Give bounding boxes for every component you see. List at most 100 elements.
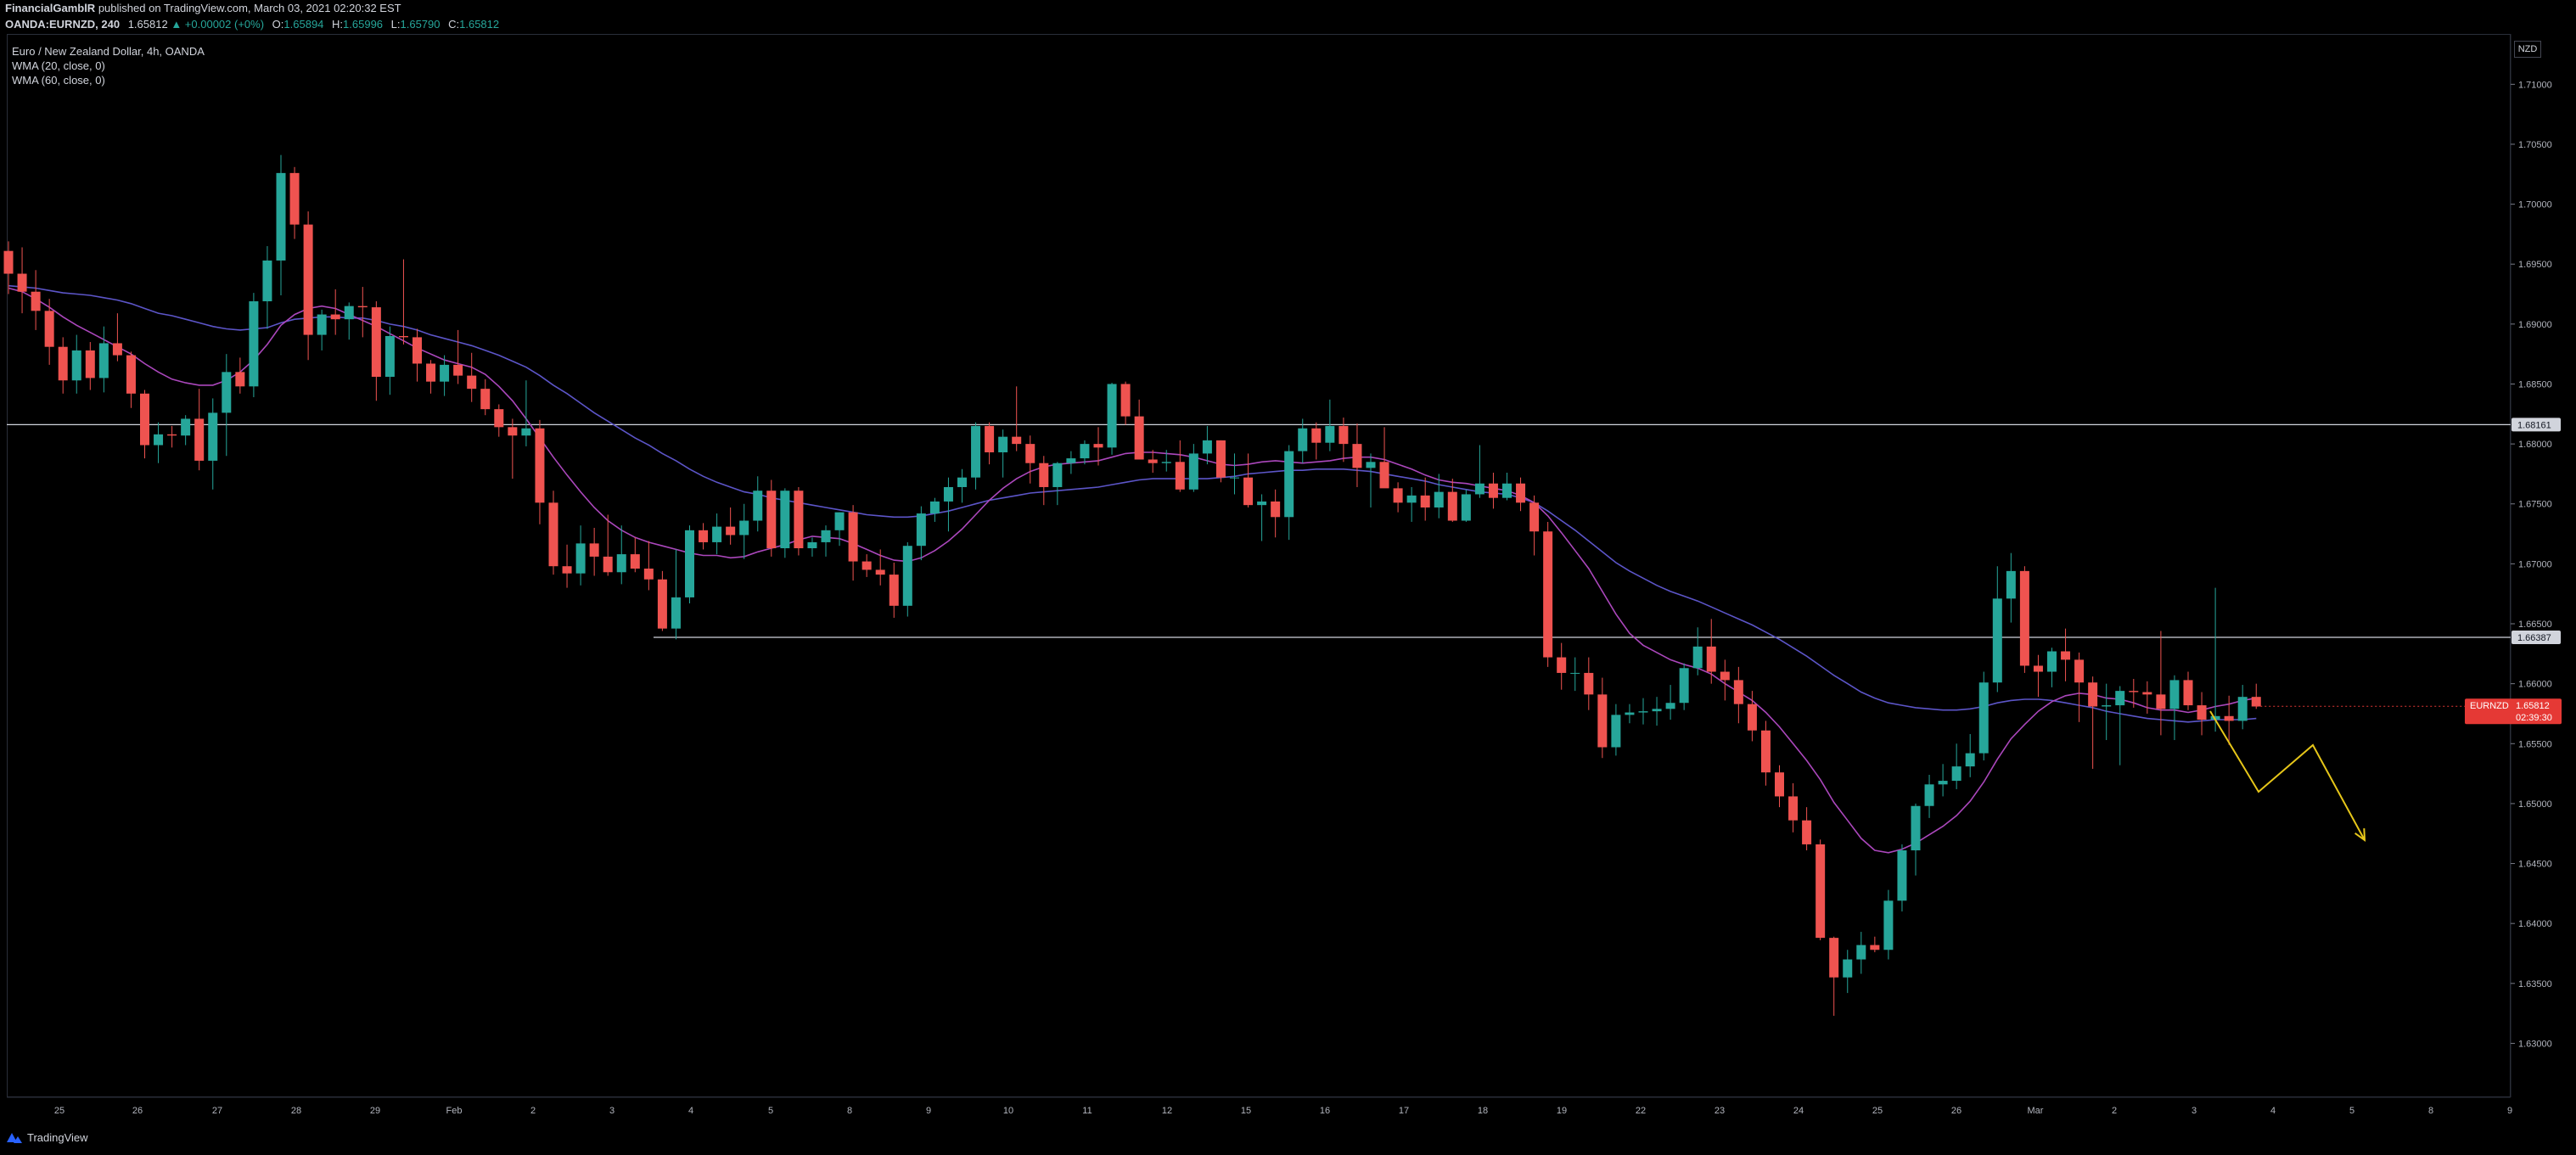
candle-body xyxy=(317,314,327,335)
candle xyxy=(2237,685,2248,730)
candle xyxy=(2224,695,2234,745)
candle xyxy=(1025,435,1035,484)
candle-body xyxy=(58,346,68,381)
candle xyxy=(548,491,558,575)
candle xyxy=(929,497,940,522)
candle-body xyxy=(1188,453,1198,490)
candle xyxy=(1802,807,1812,850)
candle-body xyxy=(303,224,313,335)
candle xyxy=(971,422,981,490)
candle xyxy=(1175,440,1185,492)
candle-body xyxy=(875,569,885,575)
candle xyxy=(1052,462,1063,506)
level-price-badge xyxy=(2511,418,2561,432)
candle xyxy=(943,477,953,532)
candle-body xyxy=(1638,711,1648,713)
candle-body xyxy=(1570,672,1580,674)
candle-body xyxy=(1406,495,1417,503)
candle xyxy=(426,360,436,394)
candle xyxy=(1161,450,1171,472)
candle xyxy=(1257,494,1267,541)
candle-body xyxy=(685,530,694,597)
candle xyxy=(807,537,817,557)
currency-badge[interactable]: NZD xyxy=(2514,41,2541,58)
y-tick-label: 1.67500 xyxy=(2518,500,2552,510)
x-tick-label: 5 xyxy=(768,1106,773,1116)
author-name[interactable]: FinancialGamblR xyxy=(5,2,96,14)
x-tick-label: 18 xyxy=(1478,1106,1488,1116)
candle xyxy=(916,506,926,561)
candle-body xyxy=(85,350,95,378)
candle-body xyxy=(2169,680,2180,709)
candle xyxy=(1325,399,1335,451)
candle-body xyxy=(235,372,245,387)
candle xyxy=(1638,698,1648,725)
candles xyxy=(3,154,2261,1016)
candle-body xyxy=(194,418,205,461)
candle xyxy=(467,352,477,402)
candle xyxy=(1516,477,1526,512)
candle xyxy=(2197,692,2207,736)
candle xyxy=(453,329,463,384)
footer xyxy=(0,1124,2576,1155)
candle-body xyxy=(440,364,450,382)
candle xyxy=(1870,936,1880,953)
candle xyxy=(1339,418,1349,463)
candle-body xyxy=(1992,598,2002,683)
candle-body xyxy=(1543,531,1553,658)
candle-body xyxy=(548,502,558,567)
candle-body xyxy=(671,597,681,629)
candle-body xyxy=(1202,440,1212,454)
candle-body xyxy=(1243,477,1254,506)
candle xyxy=(821,525,831,557)
legend-instrument[interactable]: Euro / New Zealand Dollar, 4h, OANDA xyxy=(12,45,205,58)
candle xyxy=(726,507,736,545)
candle-body xyxy=(222,372,232,413)
candle xyxy=(31,270,41,330)
candle xyxy=(249,293,259,398)
candle-body xyxy=(834,512,845,530)
candle xyxy=(1202,425,1212,465)
candle-body xyxy=(2251,697,2261,707)
candle-body xyxy=(1679,668,1689,704)
open-label: O: xyxy=(272,18,284,31)
x-tick-label: 28 xyxy=(291,1106,301,1116)
legend-wma60[interactable]: WMA (60, close, 0) xyxy=(12,74,105,87)
bar-countdown: 02:39:30 xyxy=(2516,713,2552,723)
candle xyxy=(834,512,845,547)
candle-body xyxy=(861,561,872,570)
candle-body xyxy=(943,486,953,502)
brand[interactable]: TradingView xyxy=(7,1131,88,1144)
low-label: L: xyxy=(390,18,401,31)
last-price-value: 1.65812 xyxy=(2516,701,2550,711)
candle xyxy=(262,246,272,329)
candle-body xyxy=(371,307,381,378)
candle-body xyxy=(71,350,81,381)
candle xyxy=(1692,627,1703,676)
candle xyxy=(303,211,313,361)
candle xyxy=(1747,691,1757,742)
candle-body xyxy=(1434,491,1444,507)
candle-body xyxy=(521,428,531,436)
candle-body xyxy=(1488,483,1498,498)
candle xyxy=(1788,782,1799,833)
publish-line: FinancialGamblR published on TradingView… xyxy=(5,2,401,14)
x-tick-label: 23 xyxy=(1715,1106,1725,1116)
candle-body xyxy=(1529,502,1540,532)
candle-body xyxy=(1802,820,1812,844)
candle xyxy=(330,289,340,335)
candle-body xyxy=(1215,440,1226,478)
candle xyxy=(1720,659,1730,701)
candle-body xyxy=(1788,796,1799,821)
symbol-label[interactable]: OANDA:EURNZD, 240 xyxy=(5,18,121,31)
candle xyxy=(371,301,381,401)
legend-wma20[interactable]: WMA (20, close, 0) xyxy=(12,59,105,72)
candle xyxy=(2142,681,2152,714)
candle xyxy=(1597,677,1608,759)
candle-body xyxy=(126,355,136,394)
y-tick-label: 1.69000 xyxy=(2518,320,2552,330)
candle xyxy=(494,404,504,437)
candle xyxy=(112,313,122,362)
candle xyxy=(671,549,681,640)
